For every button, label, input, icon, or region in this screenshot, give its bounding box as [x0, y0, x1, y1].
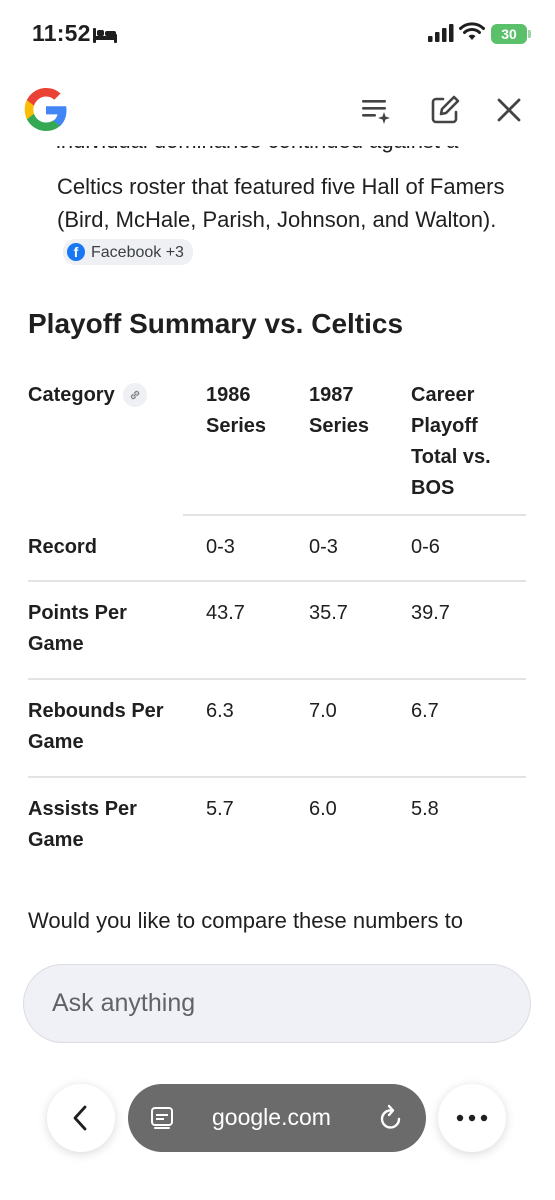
table-header: Category 1986 Series 1987 Series Career … — [28, 380, 526, 516]
source-chip[interactable]: f Facebook +3 — [63, 239, 193, 265]
followup-text: Would you like to compare these numbers … — [28, 908, 463, 933]
sleep-bed-icon — [93, 28, 117, 43]
cell-1986: 43.7 — [206, 602, 245, 624]
paragraph-text: Celtics roster that featured five Hall o… — [57, 174, 505, 232]
table-row: Assists Per Game 5.7 6.0 5.8 — [28, 778, 526, 876]
cell-career: 39.7 — [411, 602, 450, 624]
row-label: Assists Per Game — [28, 798, 137, 851]
tabs-icon — [151, 1107, 173, 1129]
more-icon — [456, 1114, 488, 1122]
row-label: Record — [28, 536, 97, 558]
cell-career: 6.7 — [411, 700, 439, 722]
ask-input-container[interactable] — [23, 964, 531, 1043]
column-header-career: Career Playoff Total vs. BOS — [411, 384, 491, 499]
cell-1987: 7.0 — [309, 700, 337, 722]
app-header — [0, 76, 555, 146]
reload-icon[interactable] — [378, 1104, 404, 1132]
back-icon — [73, 1105, 87, 1131]
more-button[interactable] — [438, 1084, 506, 1152]
cell-career: 0-6 — [411, 536, 440, 558]
cell-1987: 35.7 — [309, 602, 348, 624]
column-header-1986: 1986 Series — [206, 384, 267, 437]
cell-career: 5.8 — [411, 798, 439, 820]
answer-paragraph: Celtics roster that featured five Hall o… — [57, 170, 527, 269]
cell-1986: 6.3 — [206, 700, 234, 722]
url-text: google.com — [212, 1104, 331, 1130]
section-title: Playoff Summary vs. Celtics — [28, 308, 404, 339]
facebook-icon: f — [67, 243, 85, 261]
status-time: 11:52 — [32, 20, 91, 46]
playoff-summary-table: Category 1986 Series 1987 Series Career … — [28, 380, 526, 876]
column-header-1987: 1987 Series — [309, 384, 370, 437]
row-label: Points Per Game — [28, 602, 127, 655]
table-row: Points Per Game 43.7 35.7 39.7 — [28, 582, 526, 680]
ask-input[interactable] — [52, 989, 472, 1018]
header-divider — [183, 514, 526, 516]
link-icon[interactable] — [122, 383, 147, 407]
list-sparkle-icon — [362, 100, 390, 124]
google-g-logo — [24, 88, 67, 131]
status-bar: 11:52 30 — [0, 0, 555, 70]
wifi-icon — [459, 22, 485, 40]
cell-1986: 5.7 — [206, 798, 234, 820]
close-icon — [497, 98, 521, 122]
cellular-signal-icon — [428, 24, 454, 42]
cell-1986: 0-3 — [206, 536, 235, 558]
list-sparkle-button[interactable] — [356, 90, 396, 130]
edit-button[interactable] — [425, 90, 465, 130]
cell-1987: 0-3 — [309, 536, 338, 558]
column-header-category: Category — [28, 380, 198, 411]
source-chip-label: Facebook +3 — [91, 243, 184, 261]
table-row: Record 0-3 0-3 0-6 — [28, 516, 526, 582]
address-bar[interactable]: google.com — [128, 1084, 426, 1152]
battery-indicator: 30 — [491, 24, 531, 44]
back-button[interactable] — [47, 1084, 115, 1152]
edit-icon — [431, 95, 460, 124]
table-row: Rebounds Per Game 6.3 7.0 6.7 — [28, 680, 526, 778]
row-label: Rebounds Per Game — [28, 700, 164, 753]
close-button[interactable] — [489, 90, 529, 130]
cell-1987: 6.0 — [309, 798, 337, 820]
